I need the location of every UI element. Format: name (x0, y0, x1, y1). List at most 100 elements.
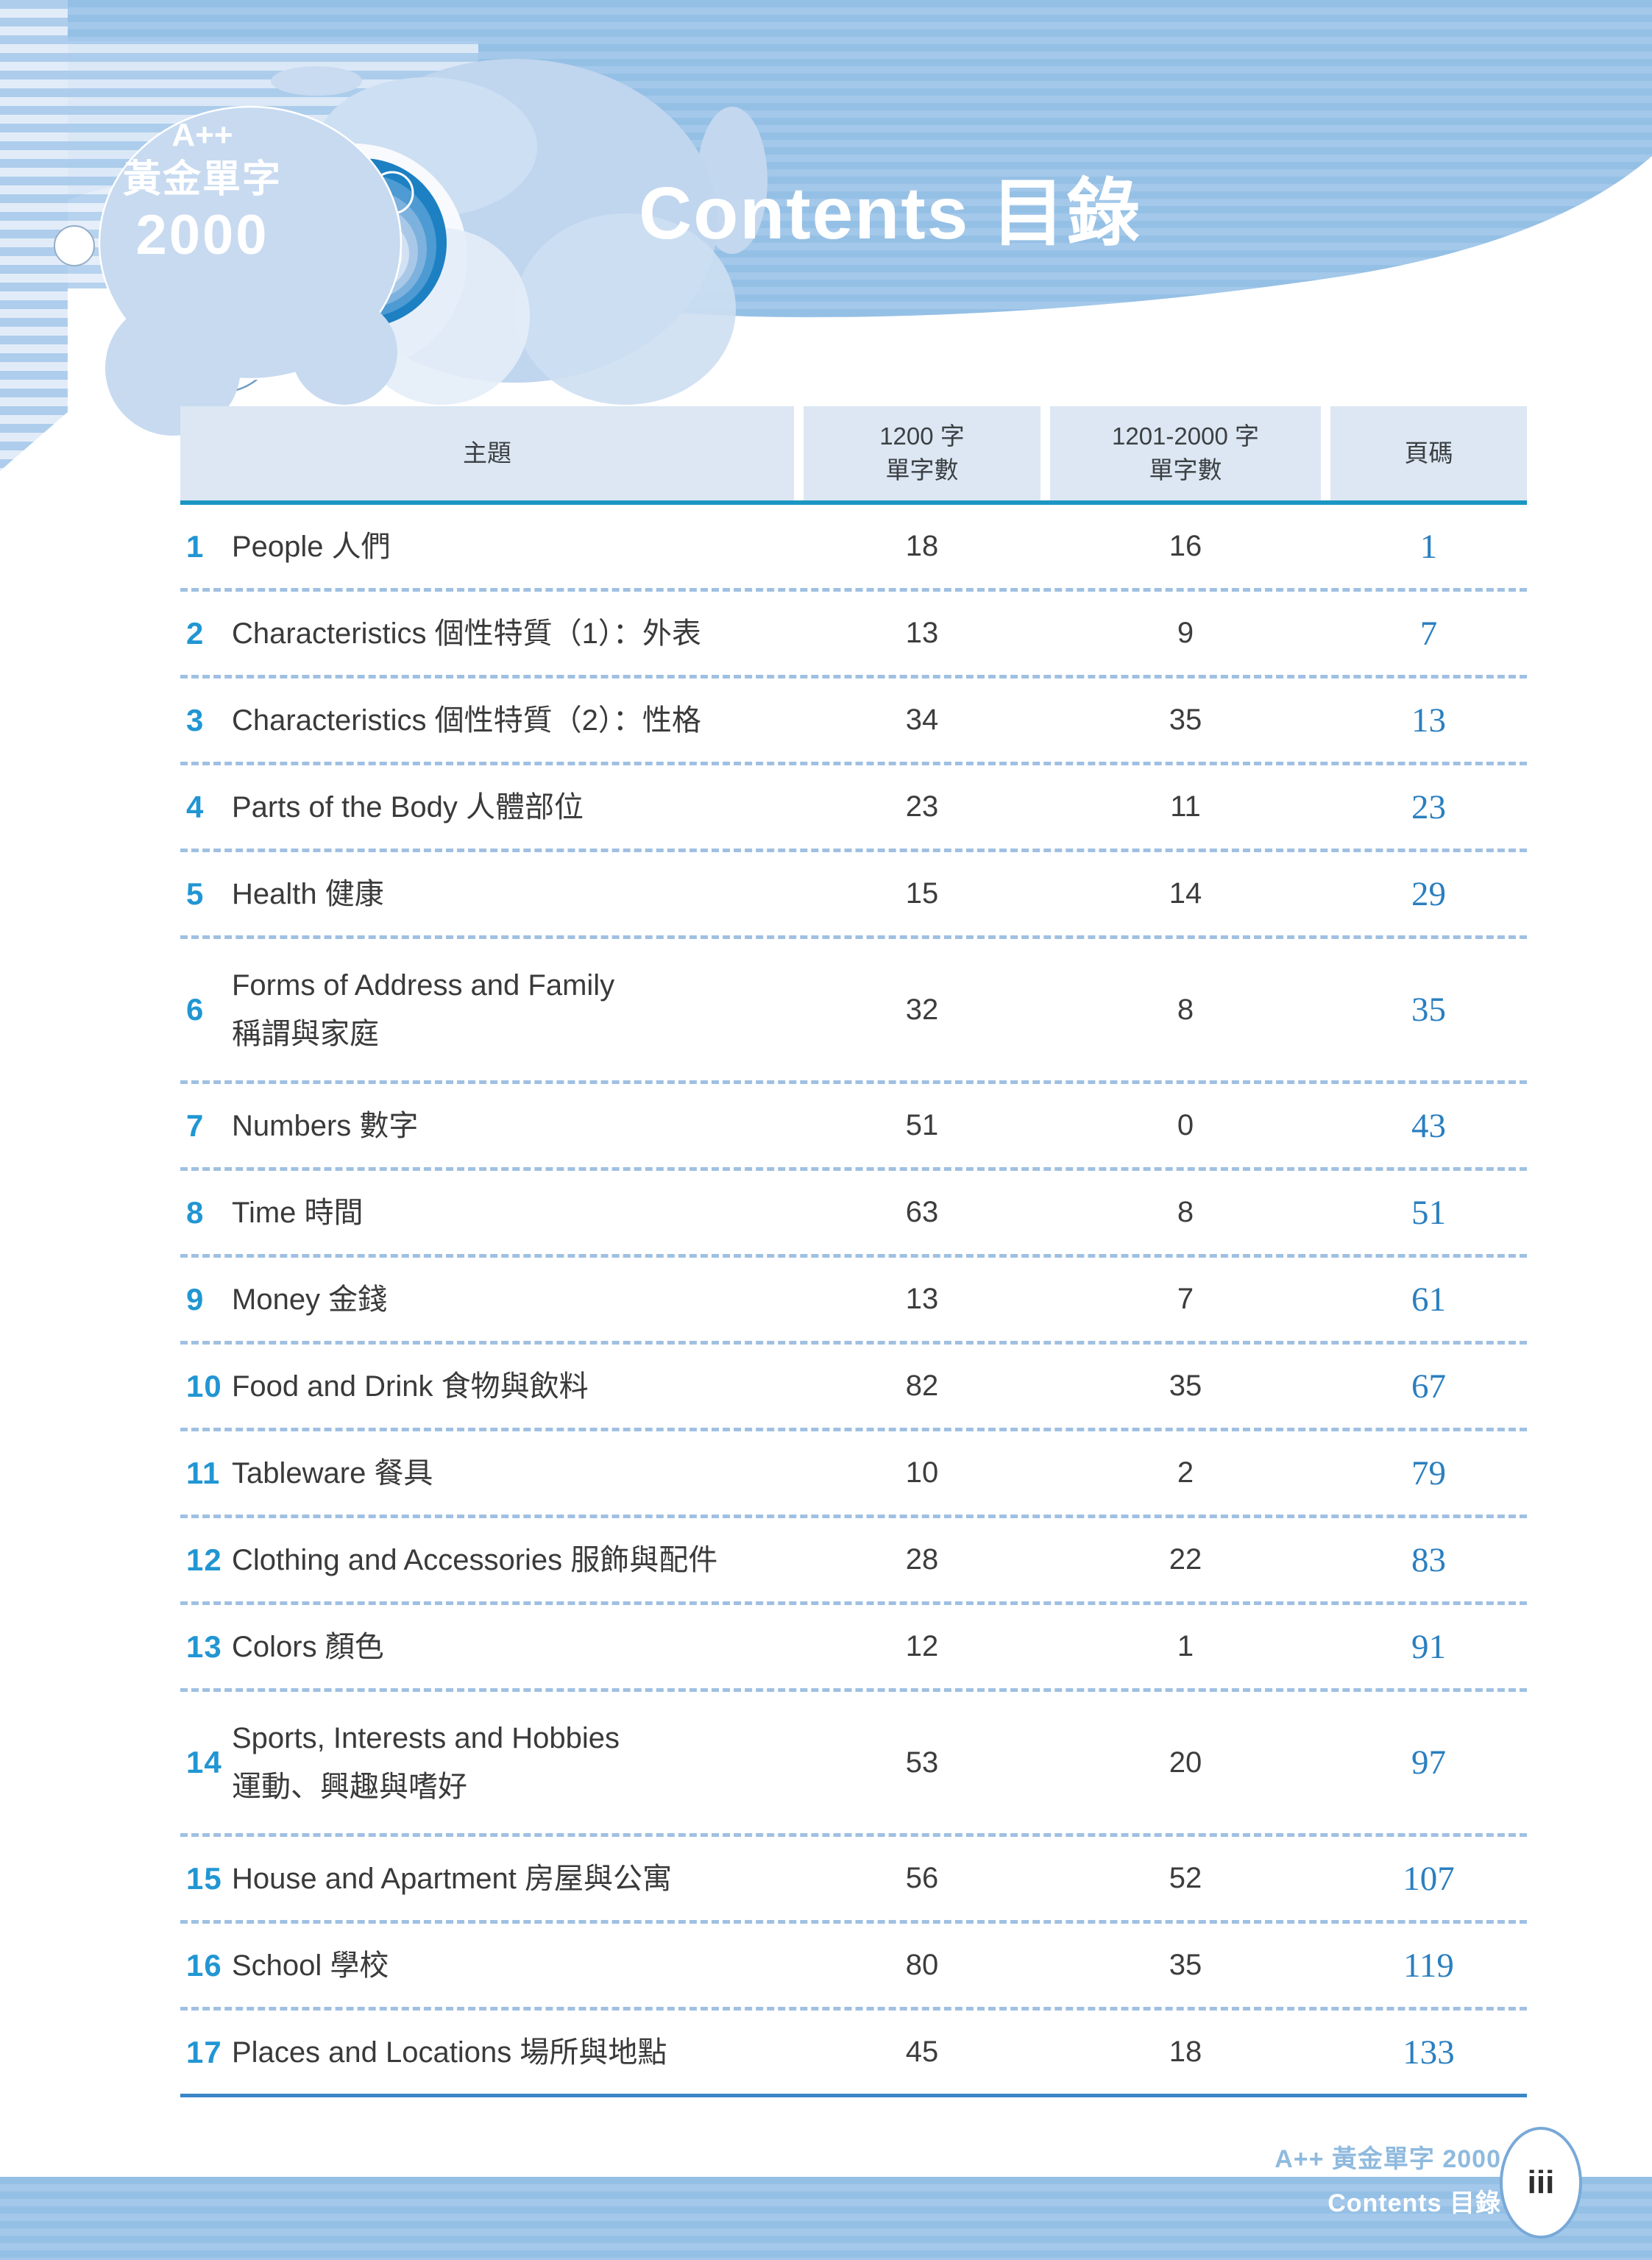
row-number: 9 (186, 1281, 205, 1317)
row-title: Food and Drink 食物與飲料 (232, 1370, 589, 1403)
topic-cell: 12 Clothing and Accessories 服飾與配件 (180, 1542, 794, 1579)
footer-page-badge: iii (1500, 2127, 1582, 2239)
row-number: 2 (186, 615, 205, 651)
count-1201-2000: 1 (1177, 1630, 1194, 1662)
topic-cell: 15 House and Apartment 房屋與公寓 (180, 1860, 794, 1897)
row-number: 1 (186, 528, 205, 564)
page-number: 133 (1403, 2033, 1455, 2072)
row-title: Time 時間 (232, 1196, 364, 1229)
toc-header-topic: 主題 (180, 406, 794, 500)
bubble-blob (515, 213, 736, 405)
page-number: 97 (1411, 1743, 1446, 1782)
table-row: 6 Forms of Address and Family 稱謂與家庭 32 8 35 (180, 939, 1527, 1084)
count-1201-2000: 18 (1169, 2036, 1202, 2068)
row-number: 3 (186, 702, 205, 737)
page-number: 91 (1411, 1627, 1446, 1666)
row-title: Colors 顏色 (232, 1630, 384, 1663)
count-1200: 28 (905, 1543, 939, 1576)
topic-cell: 11 Tableware 餐具 (180, 1455, 794, 1492)
stripe-bump (271, 66, 362, 96)
count-1200: 82 (905, 1370, 939, 1402)
count-1201-2000: 9 (1177, 617, 1194, 649)
page-number: 119 (1403, 1946, 1454, 1985)
logo-line3: 2000 (135, 204, 269, 266)
count-1201-2000: 7 (1177, 1283, 1194, 1315)
toc-body: 1 People 人們 18 16 1 2 Characteristics 個性特質（1）：… (180, 505, 1527, 2094)
row-number: 12 (186, 1542, 222, 1577)
table-row: 13 Colors 顏色 12 1 91 (180, 1605, 1527, 1692)
topic-cell: 8 Time 時間 (180, 1194, 794, 1231)
hero-banner (0, 0, 1652, 471)
topic-cell: 3 Characteristics 個性特質（2）：性格 (180, 702, 794, 739)
table-row: 5 Health 健康 15 14 29 (180, 852, 1527, 939)
footer-book-title: A++ 黃金單字 2000 (1275, 2145, 1501, 2173)
count-1200: 53 (905, 1746, 939, 1779)
page-number: 107 (1403, 1859, 1455, 1898)
table-row: 7 Numbers 數字 51 0 43 (180, 1084, 1527, 1171)
topic-cell: 17 Places and Locations 場所與地點 (180, 2034, 794, 2071)
topic-cell: 2 Characteristics 個性特質（1）：外表 (180, 615, 794, 652)
page-number: 51 (1411, 1193, 1446, 1232)
topic-cell: 9 Money 金錢 (180, 1281, 794, 1318)
topic-cell: 7 Numbers 數字 (180, 1108, 794, 1144)
table-row: 3 Characteristics 個性特質（2）：性格 34 35 13 (180, 679, 1527, 765)
toc-header-rule (180, 500, 1527, 505)
footer-band (0, 2177, 1652, 2260)
row-title: Numbers 數字 (232, 1109, 419, 1142)
toc-end-rule (180, 2094, 1527, 2097)
topic-cell: 5 Health 健康 (180, 876, 794, 913)
toc-header-row: 主題 1200 字 單字數 1201-2000 字 單字數 頁碼 (180, 406, 1527, 500)
count-1201-2000: 22 (1169, 1543, 1202, 1576)
page-number: 67 (1411, 1367, 1446, 1406)
page-number: 13 (1411, 701, 1446, 740)
row-title: Forms of Address and Family (232, 969, 615, 1002)
row-number: 6 (186, 992, 205, 1027)
count-1201-2000: 14 (1169, 877, 1202, 910)
topic-cell: 4 Parts of the Body 人體部位 (180, 789, 794, 826)
topic-cell: 6 Forms of Address and Family 稱謂與家庭 (180, 967, 794, 1052)
page-title: Contents 目錄 (639, 153, 1141, 260)
count-1200: 13 (905, 617, 939, 649)
topic-cell: 13 Colors 顏色 (180, 1629, 794, 1665)
count-1201-2000: 8 (1177, 993, 1194, 1026)
row-number: 16 (186, 1947, 222, 1983)
topic-cell: 14 Sports, Interests and Hobbies 運動、興趣與嗜好 (180, 1720, 794, 1805)
count-1201-2000: 11 (1170, 790, 1201, 823)
table-row: 11 Tableware 餐具 10 2 79 (180, 1431, 1527, 1518)
table-row: 17 Places and Locations 場所與地點 45 18 133 (180, 2011, 1527, 2094)
page-number: 7 (1419, 614, 1438, 653)
row-title: Parts of the Body 人體部位 (232, 790, 584, 823)
row-title: People 人們 (232, 530, 391, 563)
count-1200: 56 (905, 1862, 939, 1894)
row-number: 11 (186, 1455, 221, 1490)
page-title-en: Contents (639, 172, 970, 255)
count-1201-2000: 35 (1169, 1949, 1202, 1981)
page-number: 83 (1411, 1540, 1446, 1579)
row-number: 4 (186, 789, 205, 824)
page-number: 61 (1411, 1280, 1446, 1319)
toc-header-page: 頁碼 (1330, 406, 1527, 500)
count-1200: 80 (905, 1949, 939, 1981)
row-title-zh: 稱謂與家庭 (232, 1018, 379, 1050)
count-1200: 13 (905, 1283, 939, 1315)
outline-circle (54, 225, 95, 266)
table-row: 9 Money 金錢 13 7 61 (180, 1258, 1527, 1345)
count-1200: 12 (905, 1630, 939, 1662)
row-number: 14 (186, 1745, 222, 1779)
row-title: House and Apartment 房屋與公寓 (232, 1862, 673, 1895)
table-row: 1 People 人們 18 16 1 (180, 505, 1527, 592)
page-number: 35 (1411, 991, 1446, 1029)
page-number: 29 (1411, 874, 1446, 913)
toc-header-1200: 1200 字 單字數 (804, 406, 1041, 500)
toc-header-2000: 1201-2000 字 單字數 (1050, 406, 1321, 500)
count-1200: 63 (905, 1196, 939, 1228)
table-row: 8 Time 時間 63 8 51 (180, 1171, 1527, 1258)
brand-logo: A++ 黃金單字 2000 (102, 119, 303, 263)
topic-cell: 10 Food and Drink 食物與飲料 (180, 1368, 794, 1405)
row-title: School 學校 (232, 1949, 389, 1982)
page-number: 43 (1411, 1106, 1446, 1145)
count-1200: 45 (905, 2036, 939, 2068)
row-title: Health 健康 (232, 877, 384, 910)
row-number: 13 (186, 1629, 222, 1664)
count-1201-2000: 35 (1169, 704, 1202, 736)
